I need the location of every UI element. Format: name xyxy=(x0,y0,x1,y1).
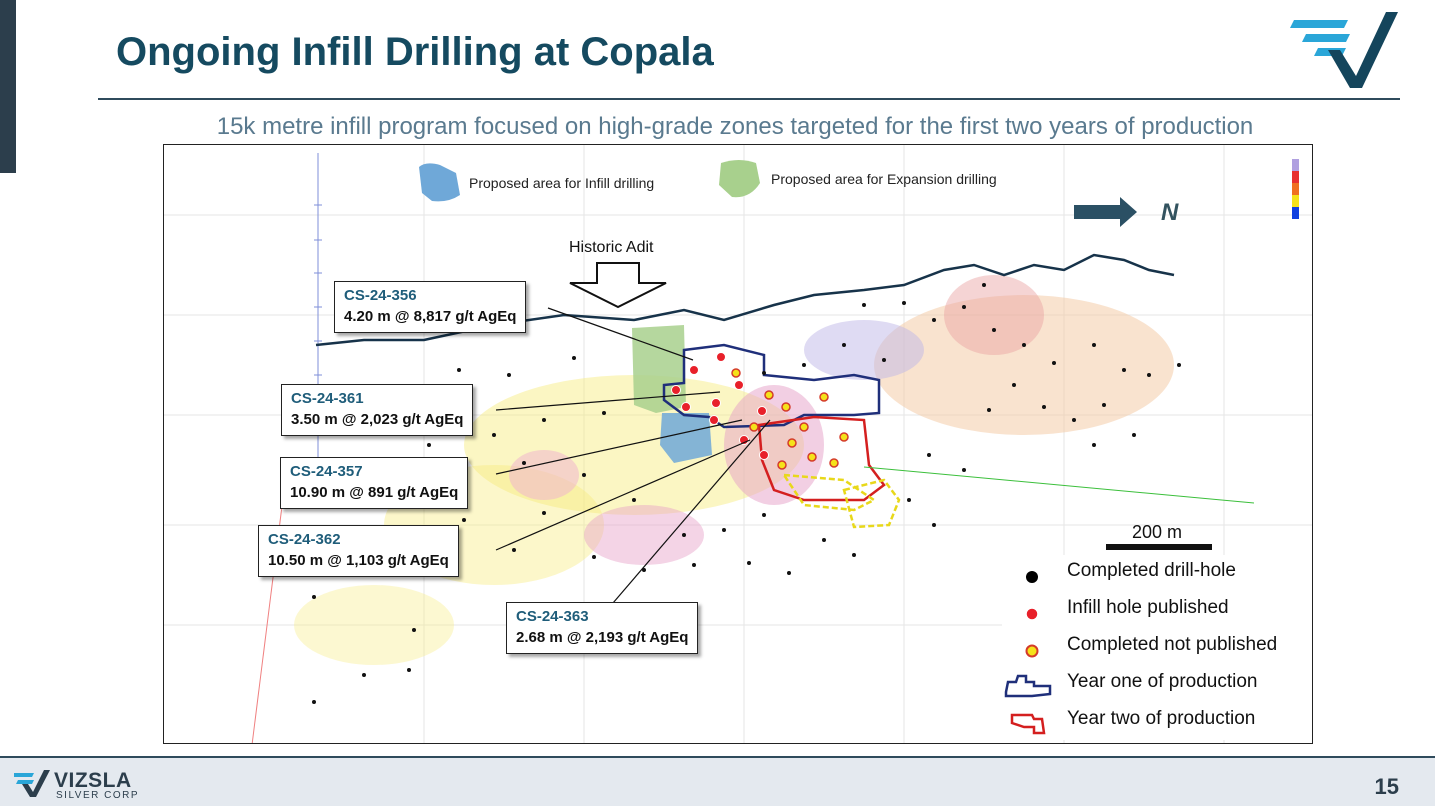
red-dot-icon xyxy=(1025,607,1039,621)
callout-hole-id: CS-24-357 xyxy=(290,463,363,480)
map-legend: Completed drill-hole Infill hole publish… xyxy=(1002,555,1312,740)
year-one-outline-icon xyxy=(1004,674,1052,698)
grade-colour-scale xyxy=(1292,159,1299,219)
callout-cs-24-356: CS-24-356 4.20 m @ 8,817 g/t AgEq xyxy=(334,281,527,333)
callout-assay: 10.90 m @ 891 g/t AgEq xyxy=(290,484,459,501)
historic-adit-label: Historic Adit xyxy=(569,239,654,256)
legend-year-one: Year one of production xyxy=(1002,666,1312,703)
drilling-map: Proposed area for Infill drilling Propos… xyxy=(163,144,1313,744)
legend-not-published-label: Completed not published xyxy=(1067,634,1278,655)
callout-cs-24-361: CS-24-361 3.50 m @ 2,023 g/t AgEq xyxy=(281,384,474,436)
infill-area-swatch xyxy=(419,163,460,202)
scale-bar-label: 200 m xyxy=(1132,522,1183,542)
scale-bar xyxy=(1106,544,1212,550)
legend-completed-label: Completed drill-hole xyxy=(1067,560,1236,581)
left-accent-bar xyxy=(0,0,16,173)
callout-cs-24-357: CS-24-357 10.90 m @ 891 g/t AgEq xyxy=(280,457,469,509)
footer-brand-tagline: SILVER CORP xyxy=(56,790,139,801)
expansion-area-swatch xyxy=(719,160,760,198)
callout-hole-id: CS-24-363 xyxy=(516,608,589,625)
slide-subtitle: 15k metre infill program focused on high… xyxy=(216,113,1254,140)
north-arrow-icon xyxy=(1074,197,1137,227)
callout-assay: 2.68 m @ 2,193 g/t AgEq xyxy=(516,629,689,646)
black-dot-icon xyxy=(1026,571,1038,583)
callout-assay: 10.50 m @ 1,103 g/t AgEq xyxy=(268,552,449,569)
vizsla-footer-logo-icon xyxy=(14,770,50,797)
yellow-dot-icon xyxy=(1025,644,1039,658)
vizsla-logo-icon xyxy=(1290,12,1398,88)
legend-infill-published: Infill hole published xyxy=(1002,592,1312,629)
title-divider xyxy=(98,98,1400,100)
historic-adit-arrow-icon xyxy=(569,262,667,309)
page-number: 15 xyxy=(1374,774,1399,799)
footer-brand-name: VIZSLA xyxy=(54,769,132,792)
callout-cs-24-363: CS-24-363 2.68 m @ 2,193 g/t AgEq xyxy=(506,602,699,654)
expansion-area-label: Proposed area for Expansion drilling xyxy=(771,171,997,187)
slide-title: Ongoing Infill Drilling at Copala xyxy=(116,30,714,74)
callout-hole-id: CS-24-356 xyxy=(344,287,417,304)
callout-assay: 4.20 m @ 8,817 g/t AgEq xyxy=(344,308,517,325)
legend-year-two: Year two of production xyxy=(1002,703,1312,740)
callout-hole-id: CS-24-361 xyxy=(291,390,364,407)
legend-completed-hole: Completed drill-hole xyxy=(1002,555,1312,592)
year-two-outline-icon xyxy=(1010,713,1046,735)
legend-year-two-label: Year two of production xyxy=(1067,708,1256,729)
north-label: N xyxy=(1161,199,1179,226)
callout-assay: 3.50 m @ 2,023 g/t AgEq xyxy=(291,411,464,428)
legend-infill-label: Infill hole published xyxy=(1067,597,1229,618)
infill-area-label: Proposed area for Infill drilling xyxy=(469,175,655,191)
callout-cs-24-362: CS-24-362 10.50 m @ 1,103 g/t AgEq xyxy=(258,525,459,577)
slide-footer: VIZSLA SILVER CORP 15 xyxy=(0,756,1435,806)
legend-not-published: Completed not published xyxy=(1002,629,1312,666)
legend-year-one-label: Year one of production xyxy=(1067,671,1258,692)
callout-hole-id: CS-24-362 xyxy=(268,531,341,548)
